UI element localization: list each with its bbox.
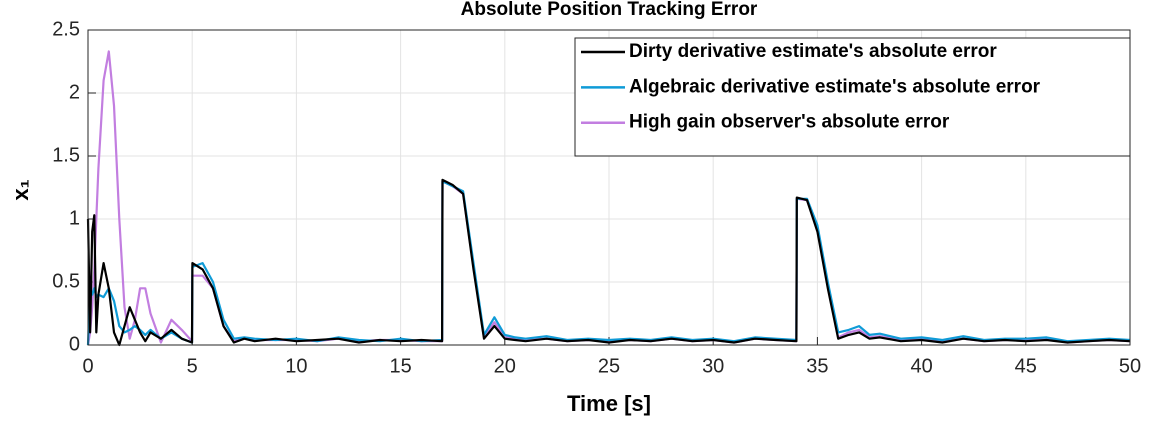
x-tick-label: 50 (1119, 355, 1141, 377)
y-axis-label: x₁ (8, 179, 33, 200)
x-tick-label: 10 (285, 355, 307, 377)
legend-label: High gain observer's absolute error (629, 112, 950, 133)
y-tick-label: 1 (69, 207, 80, 229)
axes-box (87, 29, 1131, 346)
y-tick-label: 2.5 (52, 18, 80, 40)
x-tick-label: 40 (910, 355, 932, 377)
x-tick-label: 15 (389, 355, 411, 377)
x-tick-label: 35 (806, 355, 828, 377)
legend-label: Algebraic derivative estimate's absolute… (629, 76, 1041, 97)
x-tick-label: 30 (702, 355, 724, 377)
x-tick-label: 45 (1015, 355, 1037, 377)
x-tick-label: 20 (494, 355, 516, 377)
legend-label: Dirty derivative estimate's absolute err… (629, 41, 997, 62)
x-axis-label: Time [s] (567, 391, 651, 416)
x-tick-label: 0 (82, 355, 93, 377)
y-tick-label: 0 (69, 333, 80, 355)
y-tick-label: 0.5 (52, 270, 80, 292)
y-tick-label: 2 (69, 81, 80, 103)
line-series (86, 178, 1131, 347)
legend-box (574, 37, 1131, 157)
x-tick-label: 5 (187, 355, 198, 377)
x-tick-label: 25 (598, 355, 620, 377)
chart-title: Absolute Position Tracking Error (461, 0, 758, 20)
y-tick-label: 1.5 (52, 144, 80, 166)
